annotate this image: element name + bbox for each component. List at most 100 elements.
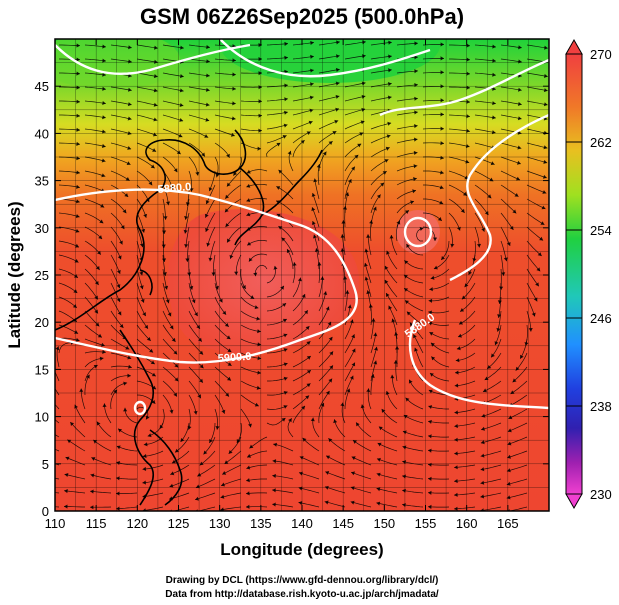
streamline (209, 240, 216, 262)
streamline (526, 86, 548, 92)
streamline (64, 490, 86, 494)
streamline (84, 128, 106, 133)
streamline-arrowhead (127, 355, 132, 360)
streamline-arrowhead (518, 59, 522, 64)
streamline (318, 390, 330, 410)
streamline (55, 371, 60, 382)
streamline (427, 449, 450, 452)
streamline (370, 170, 387, 186)
streamline-arrowhead (302, 437, 307, 442)
streamline (58, 184, 80, 188)
streamline (225, 212, 242, 228)
streamline (318, 276, 323, 298)
streamline (188, 100, 210, 106)
streamline-arrowhead (325, 471, 330, 475)
streamline (266, 98, 288, 102)
streamline (351, 456, 372, 466)
streamline (214, 380, 230, 397)
streamline (361, 404, 372, 424)
streamline (428, 435, 450, 438)
streamline-arrowhead (390, 374, 395, 379)
streamline-arrowhead (273, 442, 277, 447)
streamline (266, 362, 288, 368)
streamline-arrowhead (492, 101, 496, 106)
streamline-arrowhead (250, 295, 255, 299)
streamline (526, 240, 542, 257)
streamline-arrowhead (313, 178, 318, 183)
streamline (266, 265, 276, 284)
streamline-arrowhead (387, 95, 392, 100)
streamline-arrowhead (514, 193, 519, 197)
streamline (110, 338, 130, 350)
x-tick-label: 130 (209, 516, 231, 531)
streamline-arrowhead (169, 409, 174, 414)
streamline-arrowhead (414, 69, 418, 74)
streamline-arrowhead (206, 87, 210, 92)
chart-title: GSM 06Z26Sep2025 (500.0hPa) (140, 4, 464, 29)
streamline-arrowhead (517, 145, 522, 150)
streamline-arrowhead (206, 73, 210, 78)
streamline (480, 478, 502, 484)
streamline-arrowhead (102, 58, 106, 63)
streamline (526, 142, 548, 149)
streamline-arrowhead (218, 298, 223, 303)
streamline (58, 170, 80, 174)
streamline (311, 207, 320, 228)
streamline-arrowhead (503, 257, 508, 262)
streamline-arrowhead (64, 489, 68, 494)
streamline (188, 380, 202, 399)
streamline (396, 165, 418, 172)
streamline-arrowhead (491, 353, 495, 358)
streamline (384, 279, 398, 298)
streamline (292, 383, 311, 396)
streamline-arrowhead (484, 376, 489, 380)
streamline-arrowhead (205, 200, 210, 205)
streamline (55, 434, 60, 438)
streamline (526, 254, 541, 272)
streamline-arrowhead (370, 374, 375, 378)
streamline-arrowhead (246, 465, 251, 470)
streamline (328, 438, 346, 452)
streamline (84, 44, 106, 48)
streamline-arrowhead (199, 378, 203, 383)
streamline (412, 334, 424, 354)
streamline (396, 111, 418, 116)
streamline-arrowhead (419, 226, 424, 231)
streamline (266, 285, 285, 298)
streamline (214, 86, 236, 90)
streamline (136, 394, 156, 405)
streamline (110, 86, 132, 91)
streamline (136, 226, 144, 248)
streamline (199, 450, 216, 466)
streamline-arrowhead (533, 297, 538, 302)
streamline (344, 166, 356, 186)
streamline (209, 422, 216, 444)
streamline (162, 310, 174, 330)
streamline (84, 282, 99, 300)
streamline-arrowhead (117, 311, 122, 316)
streamline (58, 226, 80, 233)
streamline-arrowhead (127, 146, 132, 150)
streamline (512, 366, 528, 383)
streamline-arrowhead (309, 95, 314, 100)
streamline (448, 128, 470, 132)
streamline (396, 178, 417, 186)
streamline (233, 156, 242, 176)
streamline-arrowhead (65, 456, 70, 461)
streamline-arrowhead (74, 404, 78, 409)
streamline-arrowhead (311, 221, 316, 225)
contour-north-1 (55, 43, 251, 76)
streamline-arrowhead (120, 225, 125, 230)
streamline (292, 355, 312, 368)
streamline (84, 114, 106, 119)
streamline-arrowhead (313, 234, 317, 239)
y-tick-label: 20 (35, 315, 49, 330)
streamline-arrowhead (306, 356, 311, 360)
credit-line-1: Drawing by DCL (https://www.gfd-dennou.o… (166, 575, 439, 586)
streamline-arrowhead (461, 295, 466, 300)
streamline-arrowhead (166, 201, 171, 206)
streamline (406, 311, 424, 326)
streamline (236, 422, 242, 444)
streamline-arrowhead (310, 82, 314, 87)
streamline-arrowhead (236, 439, 241, 443)
